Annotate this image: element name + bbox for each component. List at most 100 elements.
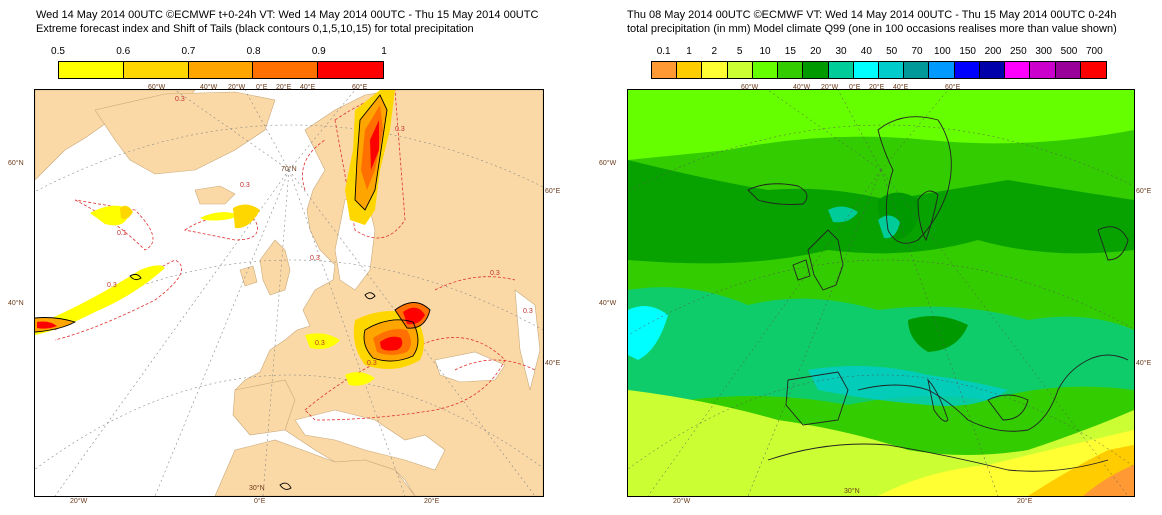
right-colorbar-box	[1030, 62, 1056, 78]
left-colorbar-label: 0.7	[181, 46, 196, 57]
left-colorbar-label: 0.9	[311, 46, 326, 57]
left-colorbar-label: 0.5	[51, 46, 65, 57]
right-colorbar-box	[828, 62, 854, 78]
left-title-line1: Wed 14 May 2014 00UTC ©ECMWF t+0-24h VT:…	[36, 9, 539, 21]
left-lon-top: 60°W	[148, 84, 166, 91]
right-lon-top: 40°W	[793, 84, 811, 91]
left-lon-bottom: 20°W	[70, 498, 88, 505]
right-colorbar-box	[1080, 62, 1106, 78]
sot-contours	[35, 94, 431, 490]
left-lon-top: 40°E	[300, 84, 316, 91]
right-colorbar-box	[954, 62, 980, 78]
right-lon-bottom: 20°E	[1017, 498, 1033, 505]
right-colorbar-box	[702, 62, 728, 78]
left-colorbar-box	[318, 62, 383, 78]
left-contour-label: 0.3	[395, 126, 405, 133]
graticule	[628, 90, 1134, 496]
right-colorbar-box	[1005, 62, 1031, 78]
right-colorbar-label: 0.1	[656, 46, 671, 57]
right-colorbar-box	[727, 62, 753, 78]
left-colorbar-box	[188, 62, 254, 78]
right-colorbar-box	[878, 62, 905, 78]
graticule	[35, 90, 543, 496]
left-colorbar-legend: 0.5 0.6 0.7 0.8 0.9 1	[51, 46, 387, 80]
left-contour-label: 0.3	[310, 255, 320, 262]
right-colorbar-label: 1	[686, 46, 692, 57]
left-colorbar-label: 0.6	[116, 46, 131, 57]
right-colorbar-label: 250	[1009, 46, 1027, 57]
right-map-canvas	[628, 90, 1134, 496]
left-contour-label: 0.3	[315, 340, 325, 347]
right-lon-top: 0°E	[849, 84, 861, 91]
right-lon-top: 60°W	[741, 84, 759, 91]
right-colorbar-label: 15	[784, 46, 796, 57]
right-colorbar-box	[904, 62, 930, 78]
right-colorbar-box	[979, 62, 1006, 78]
right-lon-top: 20°W	[821, 84, 839, 91]
right-inner-label-30n: 30°N	[844, 488, 860, 495]
left-map-canvas	[35, 90, 543, 496]
left-contour-label: 0.1	[117, 230, 127, 237]
left-lat-right: 60°E	[545, 188, 561, 195]
left-colorbar-box	[59, 62, 124, 78]
left-colorbar-box	[253, 62, 319, 78]
left-inner-label-70n: 70°N	[281, 166, 297, 173]
left-lat-left: 60°N	[8, 160, 24, 167]
right-lat-left: 60°W	[599, 160, 617, 167]
right-colorbar-label: 100	[933, 46, 951, 57]
right-colorbar-box	[929, 62, 955, 78]
right-colorbar-label: 500	[1060, 46, 1078, 57]
left-colorbar-label: 0.8	[246, 46, 261, 57]
efi-shaded-areas	[35, 90, 430, 386]
right-colorbar-label: 700	[1085, 46, 1103, 57]
left-contour-label: 0.3	[367, 360, 377, 367]
right-colorbar-label: 50	[886, 46, 898, 57]
left-lon-bottom: 0°E	[254, 498, 266, 505]
right-colorbar-box	[803, 62, 829, 78]
left-contour-label: 0.3	[107, 282, 117, 289]
right-colorbar-label: 30	[835, 46, 847, 57]
left-title-line2: Extreme forecast index and Shift of Tail…	[36, 23, 474, 35]
right-lon-bottom: 20°W	[673, 498, 691, 505]
left-lon-top: 40°W	[200, 84, 218, 91]
right-title-line1: Thu 08 May 2014 00UTC ©ECMWF VT: Wed 14 …	[627, 9, 1117, 21]
right-lon-top: 40°E	[893, 84, 909, 91]
right-colorbar-label: 10	[759, 46, 771, 57]
right-colorbar-label: 70	[911, 46, 923, 57]
left-lon-top: 20°E	[276, 84, 292, 91]
right-lon-top: 60°E	[945, 84, 961, 91]
left-lat-left: 40°N	[8, 300, 24, 307]
right-colorbar-label: 40	[860, 46, 872, 57]
left-efi-map: 70°N 30°N 0.3 0.3 0.1 0.3 0.3 0.3 0.3 0.…	[34, 89, 544, 497]
left-colorbar-label: 1	[381, 46, 387, 57]
right-colorbar-box	[853, 62, 879, 78]
right-lat-left: 40°W	[599, 300, 617, 307]
left-lon-top: 60°E	[352, 84, 368, 91]
right-colorbar-boxes	[651, 61, 1107, 79]
left-lon-bottom: 20°E	[424, 498, 440, 505]
right-title-line2: total precipitation (in mm) Model climat…	[627, 23, 1117, 35]
right-colorbar-box	[778, 62, 804, 78]
left-contour-label: 0.3	[490, 270, 500, 277]
right-colorbar-box	[1055, 62, 1081, 78]
right-colorbar-box	[677, 62, 703, 78]
left-lat-right: 40°E	[545, 360, 561, 367]
right-colorbar-label: 200	[984, 46, 1002, 57]
left-contour-label: 0.3	[240, 182, 250, 189]
left-colorbar-box	[123, 62, 189, 78]
right-climate-map: 30°N	[627, 89, 1135, 497]
right-colorbar-label: 5	[736, 46, 743, 57]
left-lon-top: 0°E	[256, 84, 268, 91]
precip-fields	[628, 90, 1134, 496]
efi-dashed-contours	[54, 90, 536, 421]
left-lon-top: 20°W	[228, 84, 246, 91]
right-colorbar-label: 2	[711, 46, 718, 57]
right-map-panel: Thu 08 May 2014 00UTC ©ECMWF VT: Wed 14 …	[581, 0, 1162, 515]
land-shapes	[35, 90, 543, 496]
right-colorbar-box	[752, 62, 779, 78]
right-colorbar-label: 150	[959, 46, 976, 57]
right-lat-right: 40°E	[1136, 360, 1152, 367]
right-colorbar-label: 300	[1035, 46, 1052, 57]
left-inner-label-30n: 30°N	[249, 485, 265, 492]
right-lat-right: 60°E	[1136, 188, 1152, 195]
